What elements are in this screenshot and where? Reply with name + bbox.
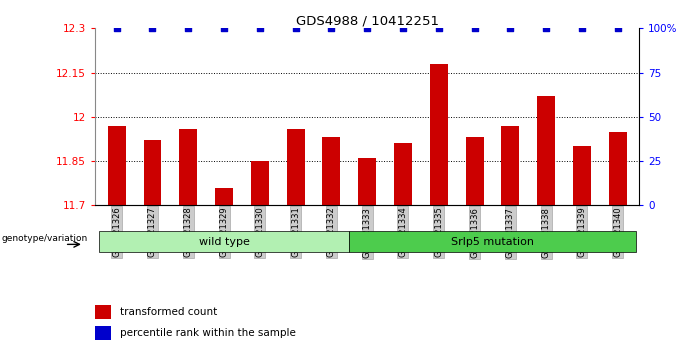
Point [505, 25, 516, 31]
Bar [107, 126, 126, 205]
Bar [95, 306, 111, 319]
Bar [350, 231, 636, 252]
Bar [537, 96, 555, 205]
Text: transformed count: transformed count [120, 307, 218, 317]
Point [398, 25, 409, 31]
Bar [501, 126, 520, 205]
Bar [95, 326, 111, 340]
Bar [466, 137, 483, 205]
Point [290, 25, 301, 31]
Point [541, 25, 551, 31]
Point [112, 25, 122, 31]
Bar [322, 137, 341, 205]
Point [433, 25, 444, 31]
Bar [430, 64, 447, 205]
Bar [215, 188, 233, 205]
Text: Srlp5 mutation: Srlp5 mutation [451, 236, 534, 247]
Title: GDS4988 / 10412251: GDS4988 / 10412251 [296, 14, 439, 27]
Bar [251, 161, 269, 205]
Bar [143, 141, 161, 205]
Bar [394, 143, 412, 205]
Bar [573, 146, 591, 205]
Point [183, 25, 194, 31]
Text: genotype/variation: genotype/variation [2, 234, 88, 243]
Bar [99, 231, 350, 252]
Bar [358, 158, 376, 205]
Point [218, 25, 229, 31]
Point [469, 25, 480, 31]
Point [147, 25, 158, 31]
Point [612, 25, 623, 31]
Point [326, 25, 337, 31]
Bar [609, 132, 627, 205]
Text: wild type: wild type [199, 236, 250, 247]
Bar [180, 129, 197, 205]
Point [362, 25, 373, 31]
Point [577, 25, 588, 31]
Bar [287, 129, 305, 205]
Point [254, 25, 265, 31]
Text: percentile rank within the sample: percentile rank within the sample [120, 328, 296, 338]
